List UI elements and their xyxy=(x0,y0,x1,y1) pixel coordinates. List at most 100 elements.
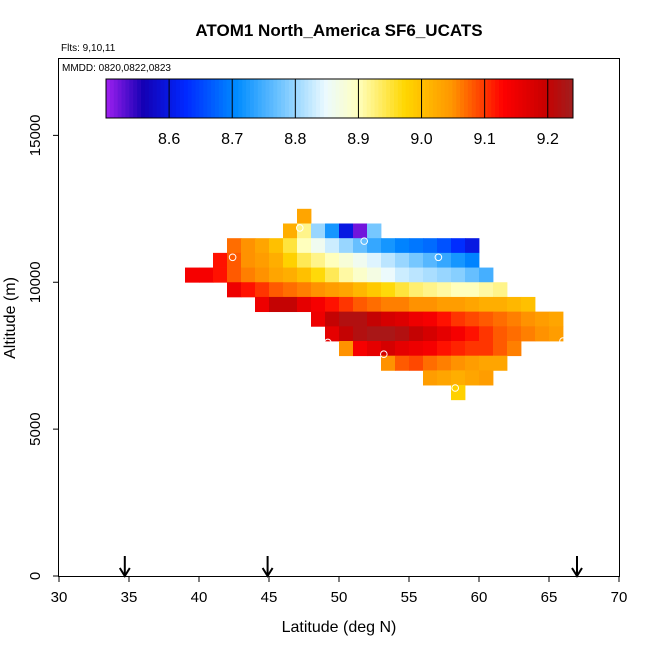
colorbar-swatch xyxy=(148,79,154,118)
colorbar-tick-label: 9.2 xyxy=(537,131,559,148)
heatmap-cell xyxy=(283,238,298,254)
heatmap-cell xyxy=(423,341,438,357)
colorbar-swatch xyxy=(179,79,185,118)
colorbar-swatch xyxy=(323,79,329,118)
heatmap-cell xyxy=(395,311,410,327)
heatmap-cell xyxy=(367,238,382,254)
colorbar-frame xyxy=(105,78,574,119)
colorbar-swatch xyxy=(183,79,189,118)
heatmap-cell xyxy=(465,238,480,254)
x-tick-label: 45 xyxy=(261,589,278,606)
heatmap-cell xyxy=(395,267,410,283)
colorbar-swatch xyxy=(397,79,403,118)
colorbar-swatch xyxy=(343,79,348,118)
colorbar-swatch xyxy=(569,79,574,118)
heatmap-cell xyxy=(423,311,438,327)
heatmap-cell xyxy=(451,267,466,283)
colorbar xyxy=(105,78,574,119)
colorbar-swatch xyxy=(436,79,442,118)
heatmap-cell xyxy=(255,282,270,298)
heatmap-cell xyxy=(283,252,298,268)
heatmap-cell xyxy=(493,326,508,342)
colorbar-swatch xyxy=(331,79,337,118)
heatmap-cell xyxy=(339,311,354,327)
heatmap-cell xyxy=(339,223,354,239)
heatmap-cell xyxy=(409,326,424,342)
heatmap-cell xyxy=(241,252,256,268)
colorbar-swatch xyxy=(530,79,535,118)
heatmap-cell xyxy=(465,267,480,283)
colorbar-swatch xyxy=(561,79,566,118)
heatmap-cell xyxy=(465,311,480,327)
colorbar-swatch xyxy=(214,79,220,118)
heatmap-cell xyxy=(367,326,382,342)
heatmap-cell xyxy=(297,296,312,313)
x-tick-label: 65 xyxy=(541,589,558,606)
heatmap-cell xyxy=(451,311,466,327)
colorbar-swatch xyxy=(106,79,111,118)
sample-marker xyxy=(434,253,443,262)
colorbar-swatch xyxy=(347,79,352,118)
colorbar-swatch xyxy=(222,79,228,118)
heatmap-cell xyxy=(241,282,256,298)
dates-note: MMDD: 0820,0822,0823 xyxy=(62,63,171,74)
heatmap-cell xyxy=(325,223,340,239)
heatmap-cell xyxy=(451,252,466,268)
heatmap-cell xyxy=(339,267,354,283)
heatmap-cell xyxy=(311,267,326,283)
colorbar-swatch xyxy=(541,79,547,118)
heatmap-cell xyxy=(297,252,312,268)
colorbar-tick-label: 9.0 xyxy=(410,131,432,148)
heatmap-cell xyxy=(409,296,424,313)
heatmap-cell xyxy=(409,355,424,371)
colorbar-swatch xyxy=(246,79,251,118)
colorbar-swatch xyxy=(117,79,123,118)
heatmap-cell xyxy=(493,341,508,357)
heatmap-cell xyxy=(283,282,298,298)
colorbar-tick-label: 9.1 xyxy=(474,131,496,148)
heatmap-cell xyxy=(479,326,494,342)
colorbar-swatch xyxy=(172,79,177,118)
x-tick-label: 35 xyxy=(121,589,138,606)
heatmap-cell xyxy=(549,326,564,342)
colorbar-swatch xyxy=(510,79,516,118)
colorbar-swatch xyxy=(304,79,309,118)
heatmap-cell xyxy=(381,252,396,268)
x-tick-label: 40 xyxy=(191,589,208,606)
colorbar-tick-label: 8.6 xyxy=(158,131,180,148)
heatmap-cell xyxy=(311,252,326,268)
heatmap-cell xyxy=(353,326,368,342)
colorbar-swatch xyxy=(491,79,496,118)
colorbar-swatch xyxy=(565,79,570,118)
colorbar-swatch xyxy=(277,79,282,118)
heatmap-cell xyxy=(451,238,466,254)
colorbar-swatch xyxy=(483,79,488,118)
heatmap-cell xyxy=(339,296,354,313)
heatmap-cell xyxy=(451,341,466,357)
sample-marker xyxy=(380,350,388,359)
colorbar-swatch xyxy=(133,79,138,118)
heatmap-cell xyxy=(325,267,340,283)
heatmap-cell xyxy=(283,223,298,239)
heatmap-cell xyxy=(437,267,452,283)
heatmap-cell xyxy=(353,296,368,313)
colorbar-tick-label: 8.8 xyxy=(284,131,306,148)
colorbar-swatch xyxy=(506,79,512,118)
colorbar-swatch xyxy=(351,79,356,118)
heatmap-cell xyxy=(479,370,494,386)
colorbar-swatch xyxy=(355,79,360,118)
colorbar-swatch xyxy=(176,79,181,118)
heatmap-cell xyxy=(325,252,340,268)
heatmap-cell xyxy=(423,355,438,371)
y-axis-label: Altitude (m) xyxy=(2,277,19,359)
colorbar-swatch xyxy=(378,79,383,118)
heatmap-cell xyxy=(465,296,480,313)
colorbar-swatch xyxy=(273,79,278,118)
sample-marker xyxy=(451,384,460,392)
colorbar-swatch xyxy=(425,79,430,118)
colorbar-swatch xyxy=(537,79,543,118)
colorbar-swatch xyxy=(413,79,418,118)
heatmap-cell xyxy=(479,296,494,313)
heatmap-cell xyxy=(437,238,452,254)
colorbar-swatch xyxy=(242,79,247,118)
